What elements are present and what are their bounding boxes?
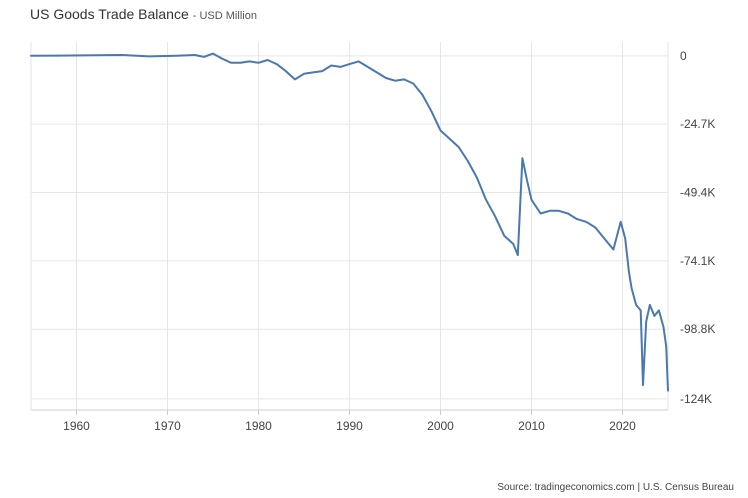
source-note: Source: tradingeconomics.com | U.S. Cens… xyxy=(497,482,734,493)
y-tick-label: -49.4K xyxy=(680,186,715,200)
x-tick-label: 2020 xyxy=(609,419,636,433)
grid xyxy=(31,42,668,410)
chart-title: US Goods Trade Balance xyxy=(30,6,189,22)
x-tick-label: 1980 xyxy=(245,419,272,433)
y-tick-label: -24.7K xyxy=(680,117,715,131)
y-tick-label: 0 xyxy=(680,49,687,63)
series-line xyxy=(30,52,669,392)
series-layer xyxy=(30,52,669,392)
y-tick-label: -98.8K xyxy=(680,322,715,336)
x-tick-label: 2010 xyxy=(518,419,545,433)
x-tick-label: 1970 xyxy=(154,419,181,433)
y-tick-label: -124K xyxy=(680,392,712,406)
x-tick-label: 2000 xyxy=(427,419,454,433)
y-tick-label: -74.1K xyxy=(680,254,715,268)
x-tick-label: 1990 xyxy=(336,419,363,433)
tick-labels: 1960 1970 1980 1990 2000 2010 2020 0 -24.7K -49.4… xyxy=(63,49,715,433)
axes xyxy=(30,42,669,415)
chart-subtitle: - USD Million xyxy=(192,10,257,22)
x-tick-label: 1960 xyxy=(63,419,90,433)
chart-title-block: US Goods Trade Balance - USD Million xyxy=(30,6,257,24)
